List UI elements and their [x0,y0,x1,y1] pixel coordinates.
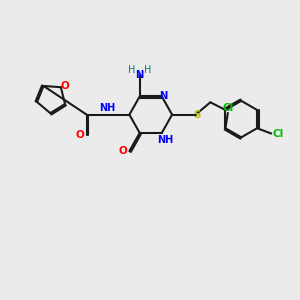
Text: H: H [144,64,152,75]
Text: O: O [76,130,85,140]
Text: NH: NH [99,103,116,113]
Text: N: N [159,91,167,101]
Text: Cl: Cl [272,129,283,139]
Text: Cl: Cl [223,103,234,112]
Text: O: O [60,81,69,91]
Text: H: H [128,64,135,75]
Text: N: N [136,70,144,80]
Text: NH: NH [157,135,173,145]
Text: S: S [194,110,201,120]
Text: O: O [118,146,127,156]
